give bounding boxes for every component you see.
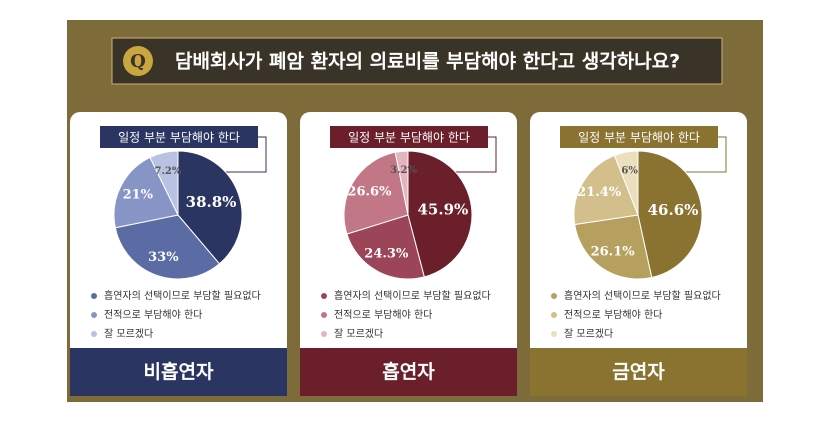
value-label: 21.4% [577,185,622,200]
group-label: 비흡연자 [144,360,214,383]
pie-slice [573,154,639,226]
pie-slice [114,214,221,280]
pie-slice [613,150,639,216]
pie-slice [343,151,409,235]
legend-label: 흡연자의 선택이므로 부담할 필요없다 [564,289,721,302]
legend-dot [551,312,557,318]
callout-line [668,136,727,173]
group-band [300,348,517,396]
legend-label: 흡연자의 선택이므로 부담할 필요없다 [104,289,261,302]
value-label: 3.2% [390,165,417,176]
callout-label: 일정 부분 부담해야 한다 [578,131,700,145]
group-band [530,348,747,396]
legend-label: 잘 모르겠다 [104,328,153,340]
question: 담배회사가 폐암 환자의 의료비를 부담해야 한다고 생각하나요? [175,51,680,73]
pie-slice [177,150,243,265]
value-label: 46.6% [648,201,699,219]
pie-slice [149,150,179,216]
legend-dot [91,293,97,299]
pie-slice [394,150,409,216]
callout-label: 일정 부분 부담해야 한다 [118,131,240,145]
legend-label: 전적으로 부담해야 한다 [334,308,432,321]
legend-label: 전적으로 부담해야 한다 [104,308,202,321]
legend-dot [321,312,327,318]
value-label: 38.8% [186,193,237,211]
callout-box [560,126,718,148]
value-label: 26.6% [347,185,392,200]
legend-dot [321,293,327,299]
value-label: 7.2% [154,166,181,177]
value-label: 24.3% [364,247,409,262]
callout-line [208,136,267,173]
value-label: 26.1% [591,244,636,259]
legend-dot [321,331,327,337]
group-label: 흡연자 [382,360,435,383]
callout-label: 일정 부분 부담해야 한다 [348,131,470,145]
legend-dot [91,312,97,318]
header-bar [111,37,723,85]
legend-dot [551,331,557,337]
callout-box [330,126,488,148]
legend-label: 흡연자의 선택이므로 부담할 필요없다 [334,289,491,302]
q-letter: Q [130,51,146,72]
legend-label: 잘 모르겠다 [334,328,383,340]
callout-box [100,126,258,148]
callout-line [438,136,497,173]
pie-slice [407,150,473,278]
q-badge [123,46,153,76]
value-label: 33% [148,250,179,265]
group-band [70,348,287,396]
value-label: 6% [621,165,638,176]
legend-dot [551,293,557,299]
legend-label: 잘 모르겠다 [564,328,613,340]
value-label: 45.9% [418,200,469,218]
pie-slice [346,214,425,280]
legend-dot [91,331,97,337]
legend-label: 전적으로 부담해야 한다 [564,308,662,321]
value-label: 21% [123,188,154,203]
group-label: 금연자 [612,361,665,383]
pie-slice [574,214,653,280]
pie-slice [113,156,179,229]
pie-slice [637,150,703,279]
